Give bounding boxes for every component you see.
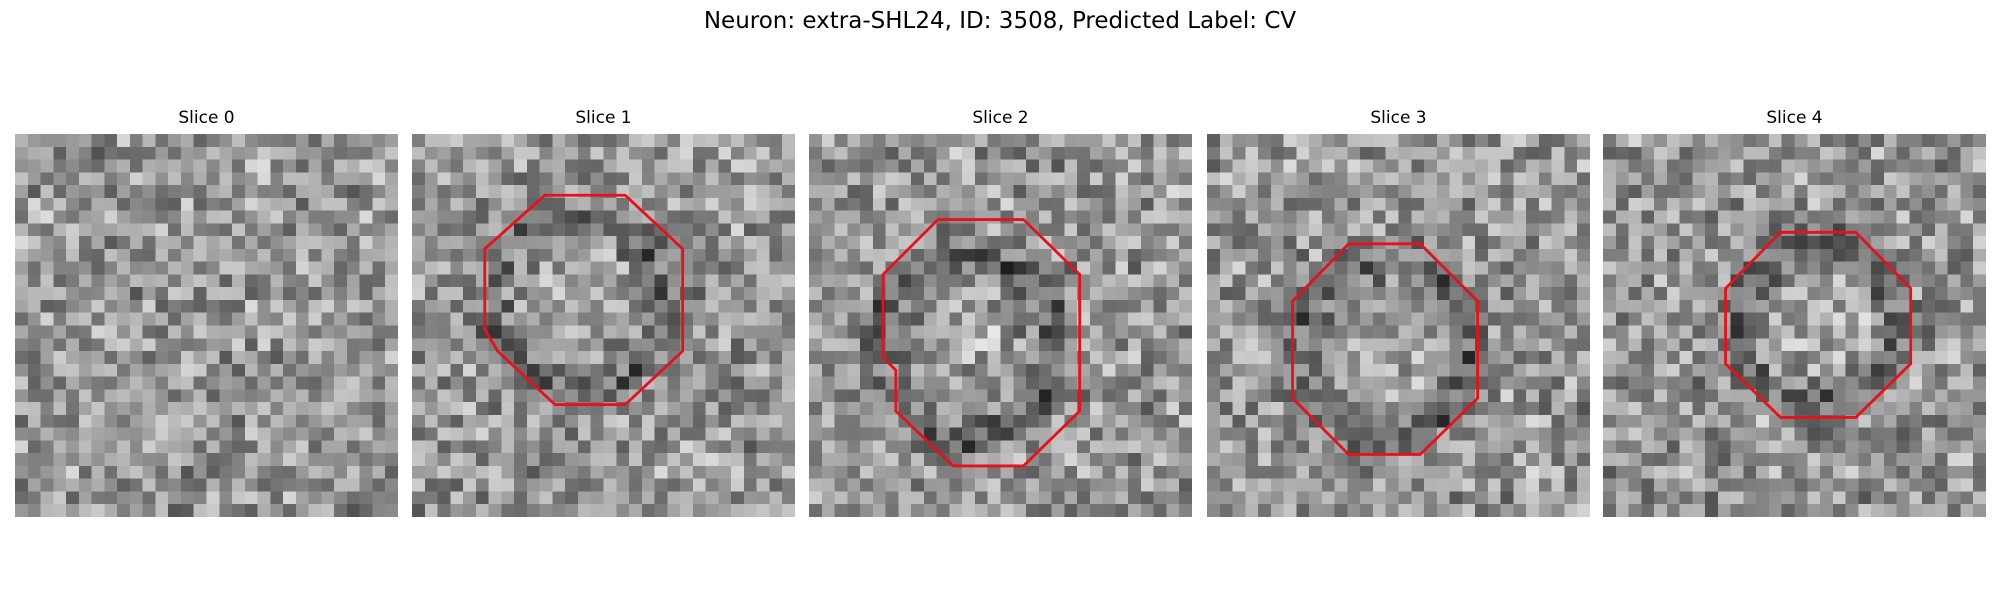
pixels [412, 134, 795, 517]
pixels [1207, 134, 1590, 517]
pixels [15, 134, 398, 517]
pixels [1603, 134, 1986, 517]
panel-title: Slice 3 [1370, 108, 1427, 128]
slice-image [1207, 134, 1590, 517]
contour [881, 218, 1082, 468]
contour [483, 193, 685, 407]
panel-title: Slice 1 [575, 108, 632, 128]
slice-image [1603, 134, 1986, 517]
panel-title: Slice 2 [972, 108, 1029, 128]
contour [1291, 242, 1480, 456]
pixels [809, 134, 1192, 517]
slice-image [15, 134, 398, 517]
slice-image [412, 134, 795, 517]
contour [1724, 230, 1913, 419]
panel-title: Slice 0 [178, 108, 235, 128]
figure-title: Neuron: extra-SHL24, ID: 3508, Predicted… [703, 8, 1297, 34]
slice-image [809, 134, 1192, 517]
panel-title: Slice 4 [1766, 108, 1823, 128]
